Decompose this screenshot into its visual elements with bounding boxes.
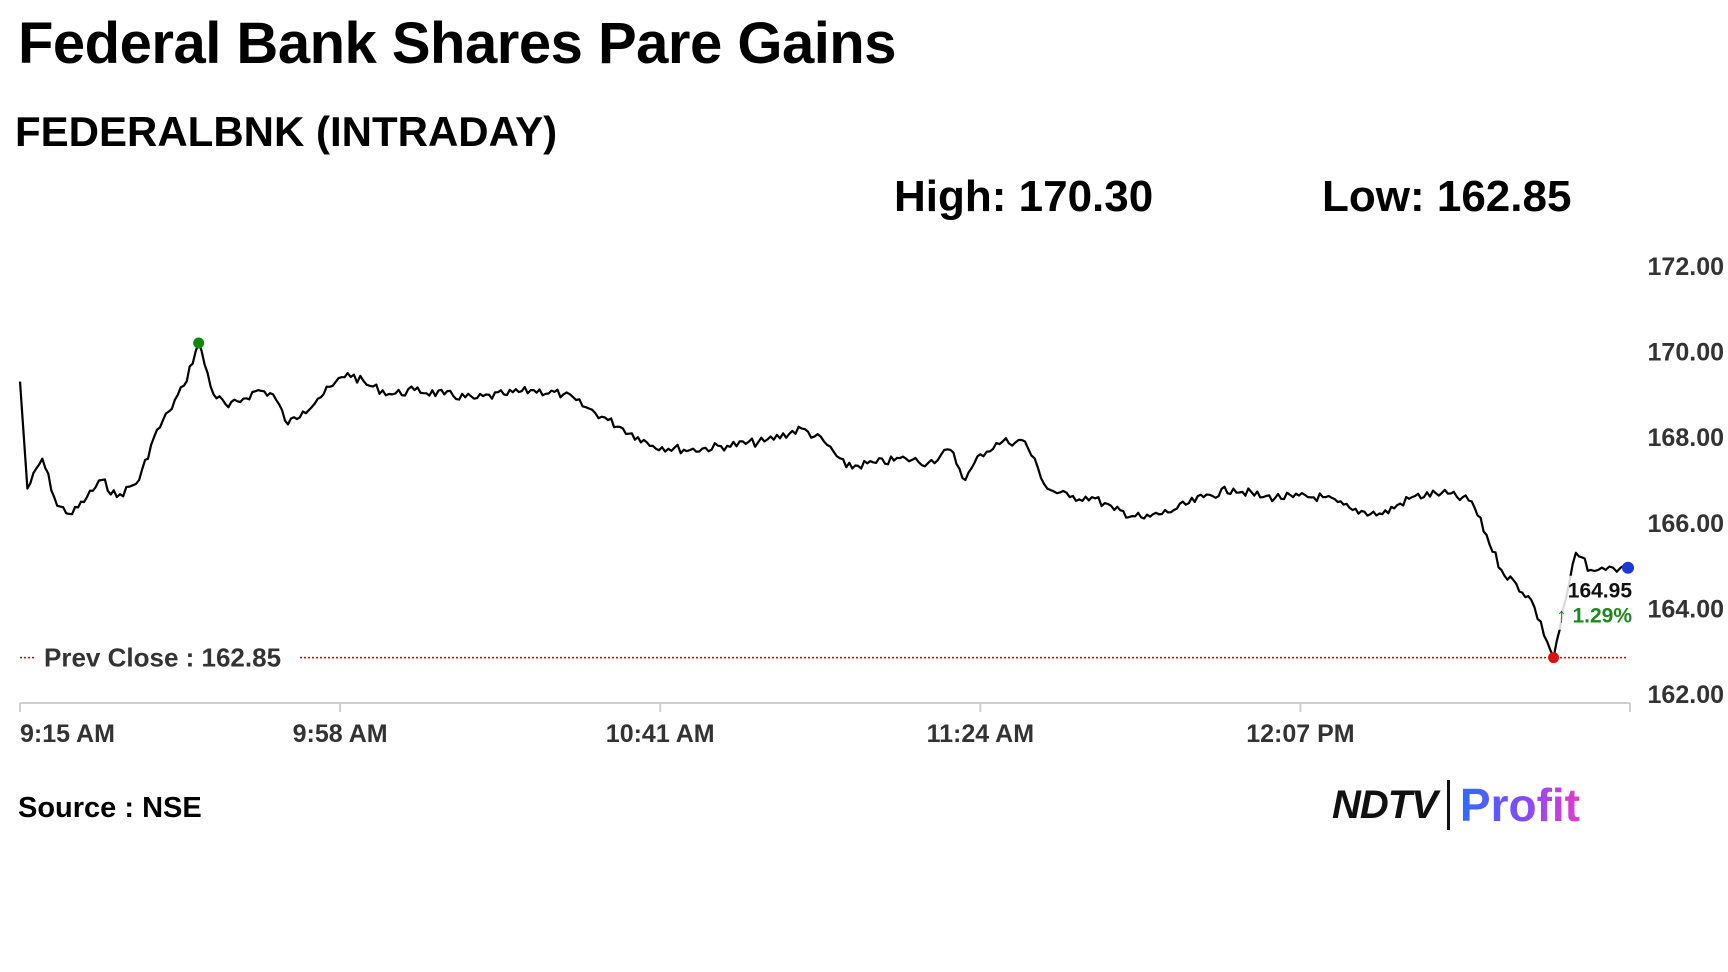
x-tick-label: 10:41 AM	[606, 720, 715, 748]
day-high-marker	[193, 337, 205, 349]
day-low-marker	[1548, 652, 1560, 664]
change-percent-label: ↑ 1.29%	[1556, 605, 1632, 628]
y-tick-label: 170.00	[1648, 339, 1724, 367]
y-tick-label: 166.00	[1648, 510, 1724, 538]
prev-close-label-bg	[36, 639, 298, 674]
x-tick-label: 12:07 PM	[1246, 720, 1354, 748]
y-tick-label: 164.00	[1648, 595, 1724, 623]
chart-subtitle: FEDERALBNK (INTRADAY)	[15, 108, 558, 155]
ndtv-profit-logo: NDTV Profit	[1332, 778, 1580, 831]
logo-divider	[1446, 780, 1450, 830]
last-price-label-bg	[1546, 575, 1636, 630]
x-tick-label: 9:15 AM	[20, 720, 115, 748]
price-line	[18, 341, 1629, 659]
x-tick-label: 9:58 AM	[293, 720, 388, 748]
y-tick-label: 168.00	[1648, 424, 1724, 452]
x-tick-label: 11:24 AM	[927, 720, 1034, 748]
logo-ndtv-text: NDTV	[1332, 782, 1438, 827]
logo-profit-text: Profit	[1459, 779, 1580, 831]
last-price-label: 164.95	[1568, 580, 1633, 603]
y-tick-label: 162.00	[1648, 681, 1724, 709]
prev-close-label: Prev Close : 162.85	[44, 643, 281, 673]
chart-title: Federal Bank Shares Pare Gains	[18, 11, 897, 76]
y-tick-label: 172.00	[1648, 253, 1724, 281]
last-price-marker	[1622, 561, 1634, 574]
low-stat: Low: 162.85	[1322, 172, 1572, 221]
source-note: Source : NSE	[18, 792, 202, 824]
high-stat: High: 170.30	[894, 172, 1154, 221]
